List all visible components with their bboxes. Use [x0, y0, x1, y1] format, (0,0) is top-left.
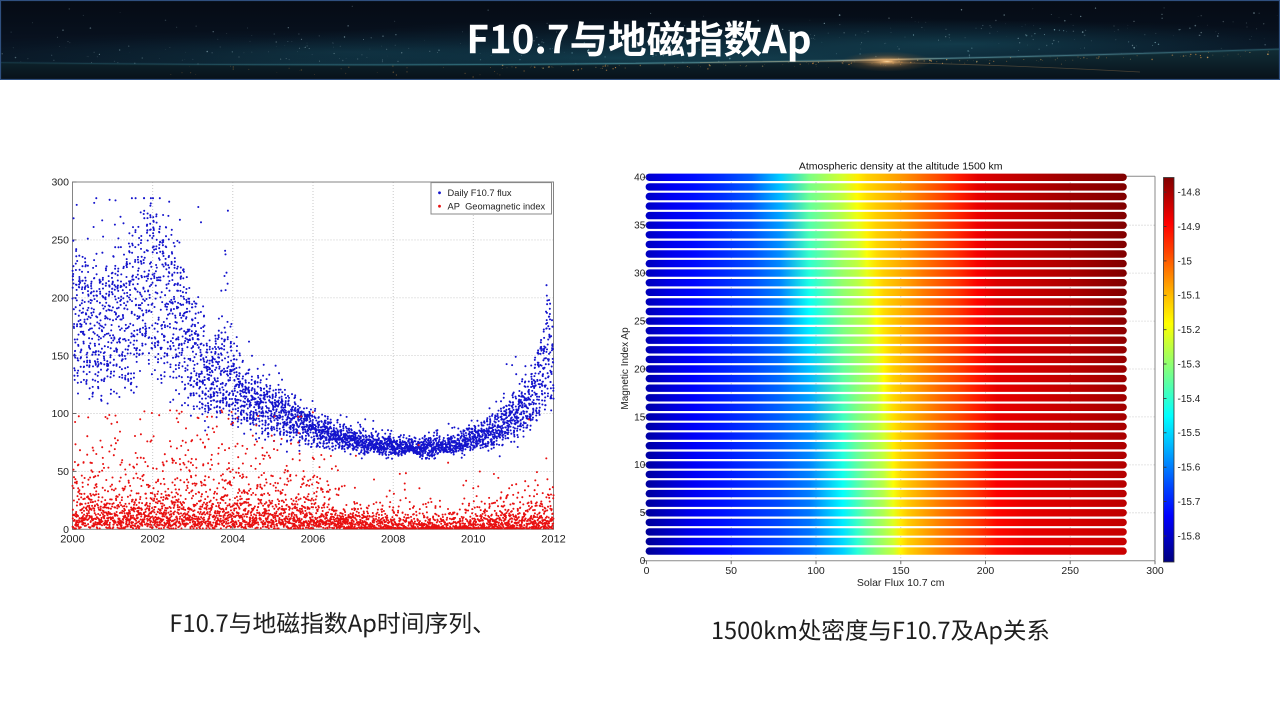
svg-text:10: 10 — [634, 460, 646, 471]
svg-text:250: 250 — [51, 235, 69, 247]
svg-text:-15.1: -15.1 — [1178, 291, 1201, 302]
svg-text:0: 0 — [640, 556, 646, 567]
svg-text:2006: 2006 — [301, 534, 325, 546]
svg-text:-15.2: -15.2 — [1178, 325, 1201, 336]
svg-text:AP Geomagnetic index: AP Geomagnetic index — [448, 202, 546, 212]
svg-text:300: 300 — [1146, 565, 1164, 577]
svg-text:-15.4: -15.4 — [1178, 394, 1201, 405]
svg-text:15: 15 — [634, 412, 646, 423]
svg-text:0: 0 — [644, 565, 650, 577]
svg-text:Solar Flux 10.7 cm: Solar Flux 10.7 cm — [857, 577, 945, 589]
svg-text:100: 100 — [807, 565, 825, 577]
svg-text:-15.3: -15.3 — [1178, 359, 1201, 370]
svg-text:30: 30 — [634, 269, 646, 280]
svg-text:25: 25 — [634, 317, 646, 328]
svg-text:2000: 2000 — [60, 534, 84, 546]
svg-text:-15.7: -15.7 — [1178, 497, 1201, 508]
svg-text:5: 5 — [640, 508, 646, 519]
svg-text:150: 150 — [892, 565, 910, 577]
svg-text:Magnetic Index Ap: Magnetic Index Ap — [620, 327, 631, 410]
svg-text:200: 200 — [51, 293, 69, 305]
svg-text:300: 300 — [51, 177, 69, 189]
svg-text:2010: 2010 — [461, 534, 485, 546]
svg-text:-15.5: -15.5 — [1178, 428, 1201, 439]
svg-text:-15.8: -15.8 — [1178, 531, 1201, 542]
svg-text:20: 20 — [634, 364, 646, 375]
svg-text:0: 0 — [63, 524, 69, 536]
svg-text:Daily F10.7 flux: Daily F10.7 flux — [448, 188, 512, 198]
svg-text:2008: 2008 — [381, 534, 405, 546]
svg-text:-15: -15 — [1178, 256, 1193, 267]
svg-text:-14.8: -14.8 — [1178, 188, 1201, 199]
svg-text:2004: 2004 — [221, 534, 245, 546]
svg-text:50: 50 — [57, 466, 69, 478]
svg-text:-14.9: -14.9 — [1178, 222, 1201, 233]
svg-text:2012: 2012 — [541, 534, 565, 546]
svg-text:150: 150 — [51, 350, 69, 362]
svg-text:250: 250 — [1061, 565, 1079, 577]
svg-text:100: 100 — [51, 408, 69, 420]
svg-text:35: 35 — [634, 221, 646, 232]
svg-text:200: 200 — [977, 565, 995, 577]
svg-text:40: 40 — [634, 173, 646, 184]
svg-text:Atmospheric density at the alt: Atmospheric density at the altitude 1500… — [799, 161, 1003, 173]
svg-text:2002: 2002 — [140, 534, 164, 546]
svg-text:50: 50 — [725, 565, 737, 577]
svg-text:-15.6: -15.6 — [1178, 463, 1201, 474]
